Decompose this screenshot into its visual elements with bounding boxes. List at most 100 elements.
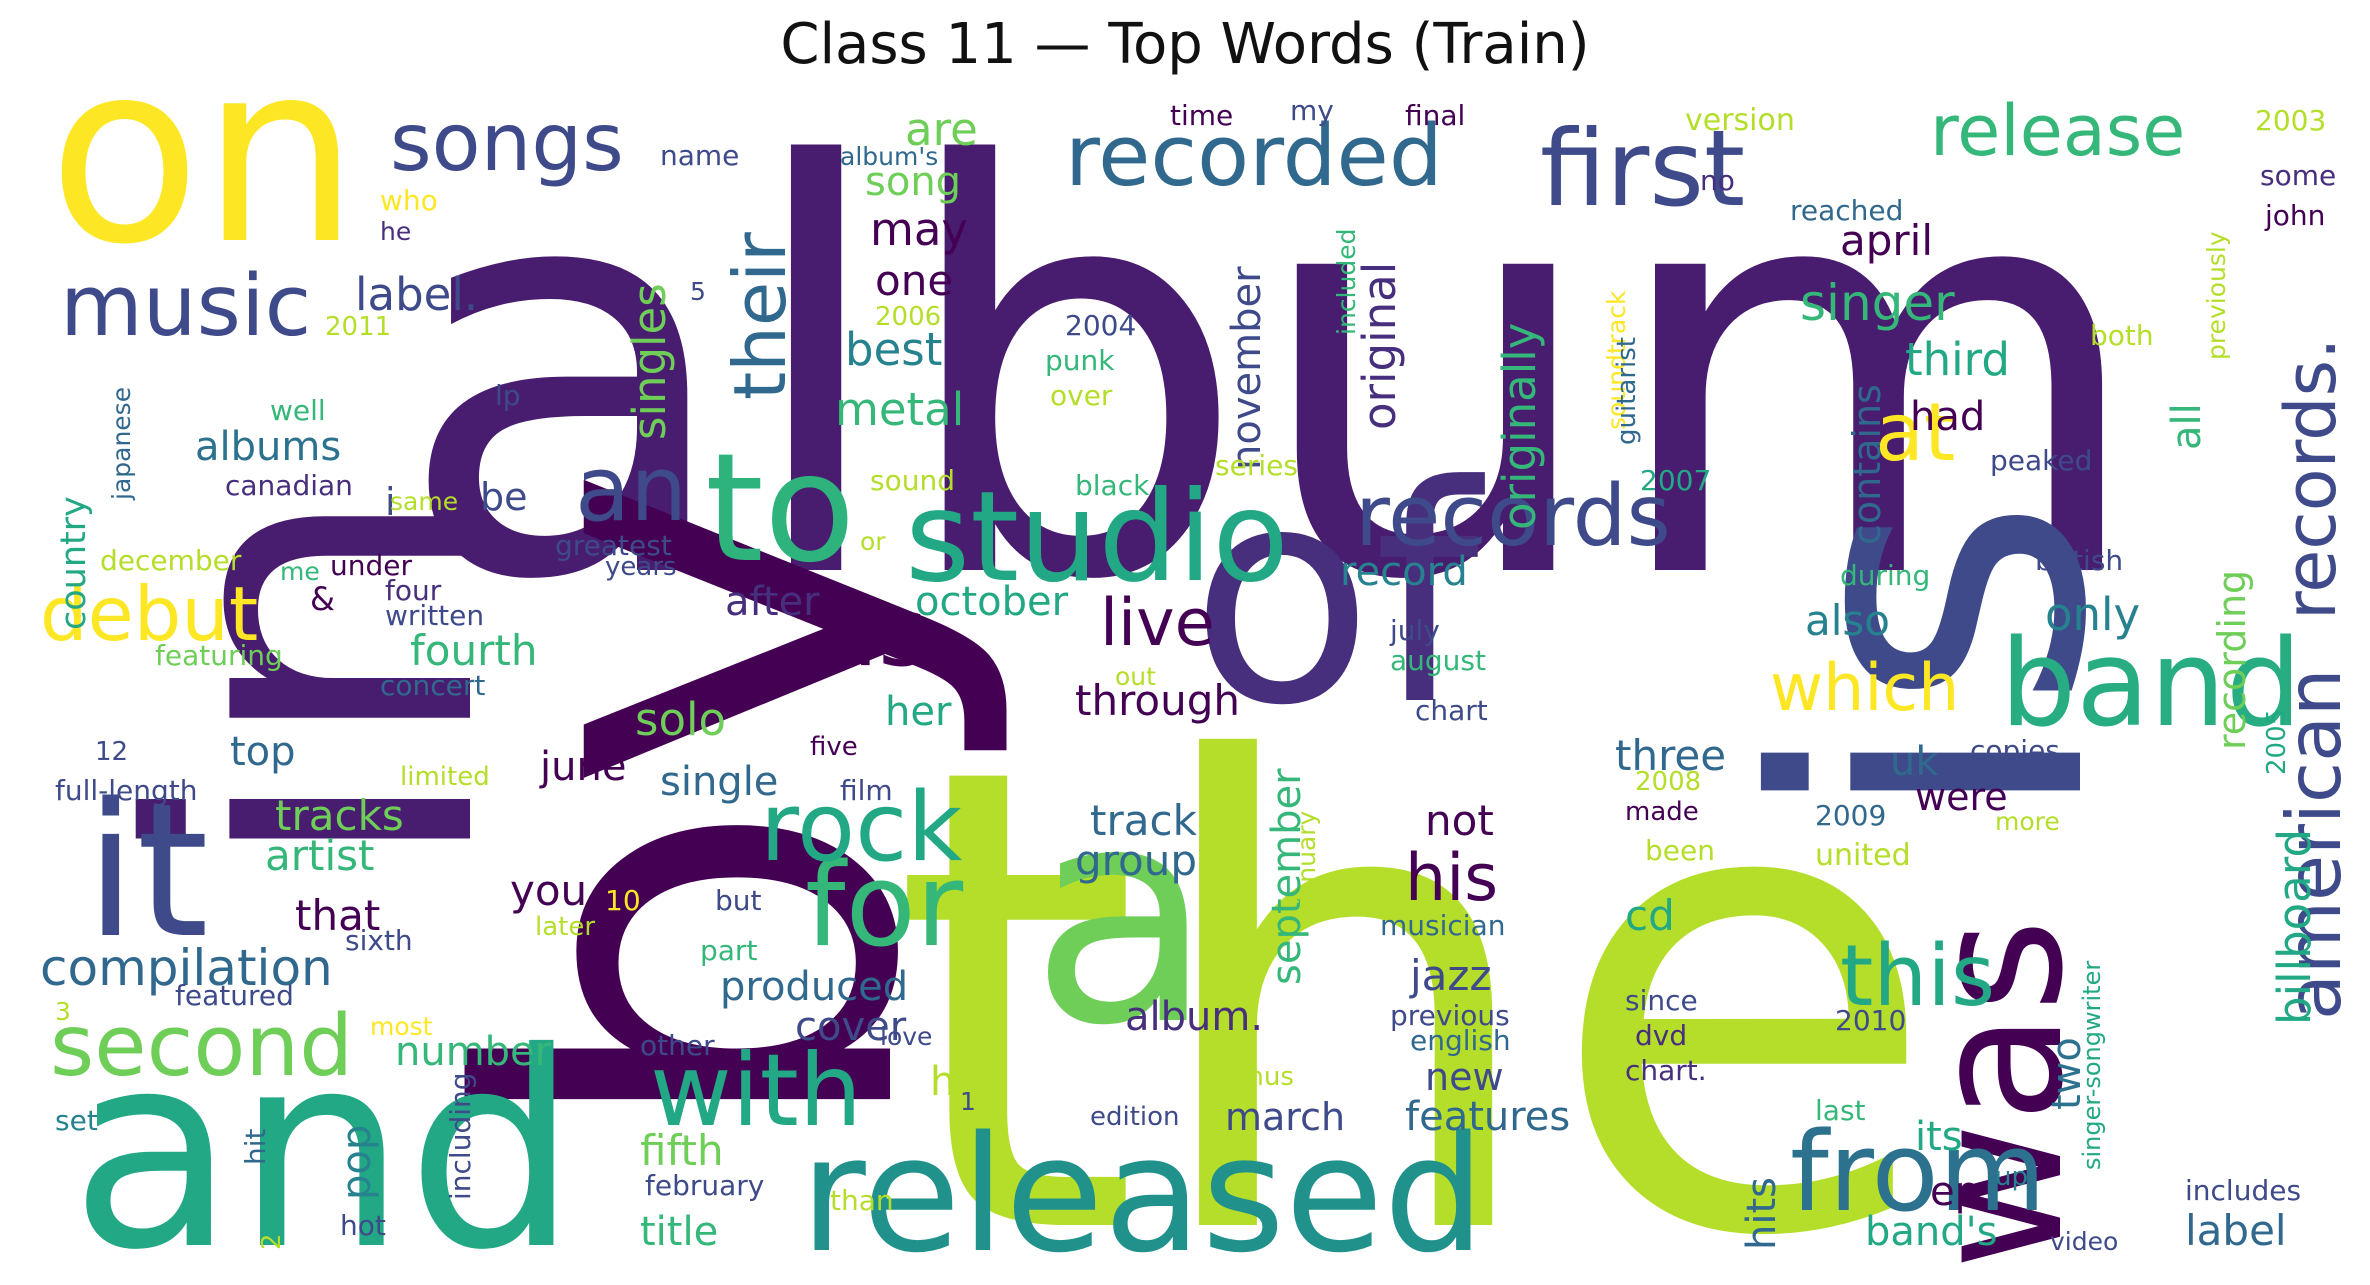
word-band: band [2000, 615, 2302, 754]
word-released: released [800, 1101, 1485, 1285]
word-with: with [650, 1032, 862, 1149]
word-september: september [1264, 768, 1310, 985]
word-one: one [875, 256, 953, 305]
word-jazz: jazz [1409, 951, 1492, 1000]
word-chart: chart [1415, 694, 1488, 727]
word-records: records. [2270, 338, 2352, 620]
word-its: its [1915, 1114, 1963, 1160]
word-later: later [535, 912, 595, 942]
word-a: a [1030, 742, 1214, 1091]
word-originally: originally [1493, 323, 1546, 530]
word-more: more [1995, 807, 2060, 836]
word-singer-songwriter: singer-songwriter [2078, 961, 2106, 1170]
word-dvd: dvd [1635, 1019, 1687, 1052]
word-fifth: fifth [640, 1126, 724, 1175]
word-record: record [1340, 549, 1468, 595]
word-february: february [645, 1169, 764, 1202]
word-cd: cd [1625, 891, 1675, 940]
word-as: as [820, 578, 928, 688]
word-2009: 2009 [1815, 799, 1886, 832]
word-metal: metal [835, 383, 964, 436]
word-same: same [390, 487, 458, 516]
word-music: music [60, 257, 311, 356]
word-august: august [1390, 644, 1486, 677]
word-singles: singles [623, 283, 676, 440]
word-at: at [1875, 386, 1955, 479]
word-out: out [1115, 662, 1156, 691]
word-but: but [715, 884, 762, 917]
word-video: video [2050, 1227, 2118, 1256]
word-artist: artist [265, 831, 375, 880]
word-was: was [1894, 919, 2103, 1270]
word-studio: studio [905, 465, 1289, 610]
word-march: march [1225, 1095, 1345, 1139]
word-which: which [1770, 651, 1959, 726]
word-had: had [1910, 394, 1985, 440]
word-is: is [1691, 494, 2180, 830]
word-black: black [1075, 469, 1150, 502]
word-pop: pop [334, 1125, 380, 1200]
word-compilation: compilation [40, 939, 333, 997]
word-during: during [1840, 559, 1930, 592]
word-in: in [62, 479, 574, 880]
word-you: you [510, 866, 587, 915]
word-contains: contains [1845, 384, 1889, 545]
word-chart: chart. [1625, 1054, 1707, 1087]
word-albums: albums [195, 424, 341, 470]
word-reached: reached [1790, 194, 1903, 227]
word-three: three [1615, 731, 1726, 780]
word-group: group [1075, 836, 1197, 885]
word-of: of [1190, 422, 1486, 771]
word-sound: sound [870, 464, 955, 497]
word-bonus: bonus [1215, 1062, 1294, 1092]
word-title: title [640, 1209, 718, 1255]
word-john: john [2264, 199, 2325, 232]
word-punk: punk [1045, 344, 1115, 377]
word-including: including [444, 1072, 477, 1200]
word-2004: 2004 [1065, 309, 1136, 342]
word-2011: 2011 [325, 312, 391, 342]
word-set: set [55, 1104, 98, 1137]
word-their: their [718, 232, 802, 400]
word-live: live [1100, 586, 1215, 661]
word-canadian: canadian [225, 469, 353, 502]
word-january: january [1292, 810, 1321, 906]
word-soundtrack: soundtrack [1602, 290, 1631, 430]
word-album: album. [1125, 994, 1263, 1040]
word-british: british [2035, 544, 2123, 577]
word-best: best [845, 323, 942, 376]
word-most: most [370, 1012, 433, 1041]
word-july: july [1389, 614, 1440, 647]
word-on: on [48, 8, 359, 299]
word-songs: songs [390, 96, 624, 189]
word-ep: ep [1930, 1169, 1980, 1215]
word-full-length: full-length [55, 774, 198, 807]
word-edition: edition [1090, 1102, 1180, 1132]
word-band-s: band's [1865, 1209, 1997, 1255]
word-2007: 2007 [1640, 464, 1711, 497]
word-also: also [1805, 596, 1890, 645]
word-version: version [1685, 103, 1795, 138]
word-to: to [705, 422, 856, 596]
word-years: years [605, 552, 677, 582]
word-solo: solo [635, 693, 726, 746]
word-song: song [865, 159, 961, 205]
word-been: been [1645, 834, 1715, 867]
word-no: no [1700, 164, 1735, 197]
word-has: has [930, 1059, 1001, 1105]
word-me: me [280, 557, 320, 586]
word-for: for [805, 839, 964, 973]
word-name: name [660, 139, 739, 172]
word-were: were [1915, 775, 2008, 819]
word-guitarist: guitarist [1612, 337, 1642, 445]
word-both: both [2090, 319, 2154, 352]
word-debut: debut [40, 570, 258, 658]
word-third: third [1905, 333, 2010, 386]
word-other: other [640, 1029, 715, 1062]
word-records: records [1355, 467, 1671, 566]
word-the: the [890, 631, 1940, 1285]
word-series: series [1215, 449, 1298, 482]
word-from: from [1790, 1108, 2046, 1236]
word-four: four [385, 574, 442, 607]
word-united: united [1815, 838, 1911, 873]
